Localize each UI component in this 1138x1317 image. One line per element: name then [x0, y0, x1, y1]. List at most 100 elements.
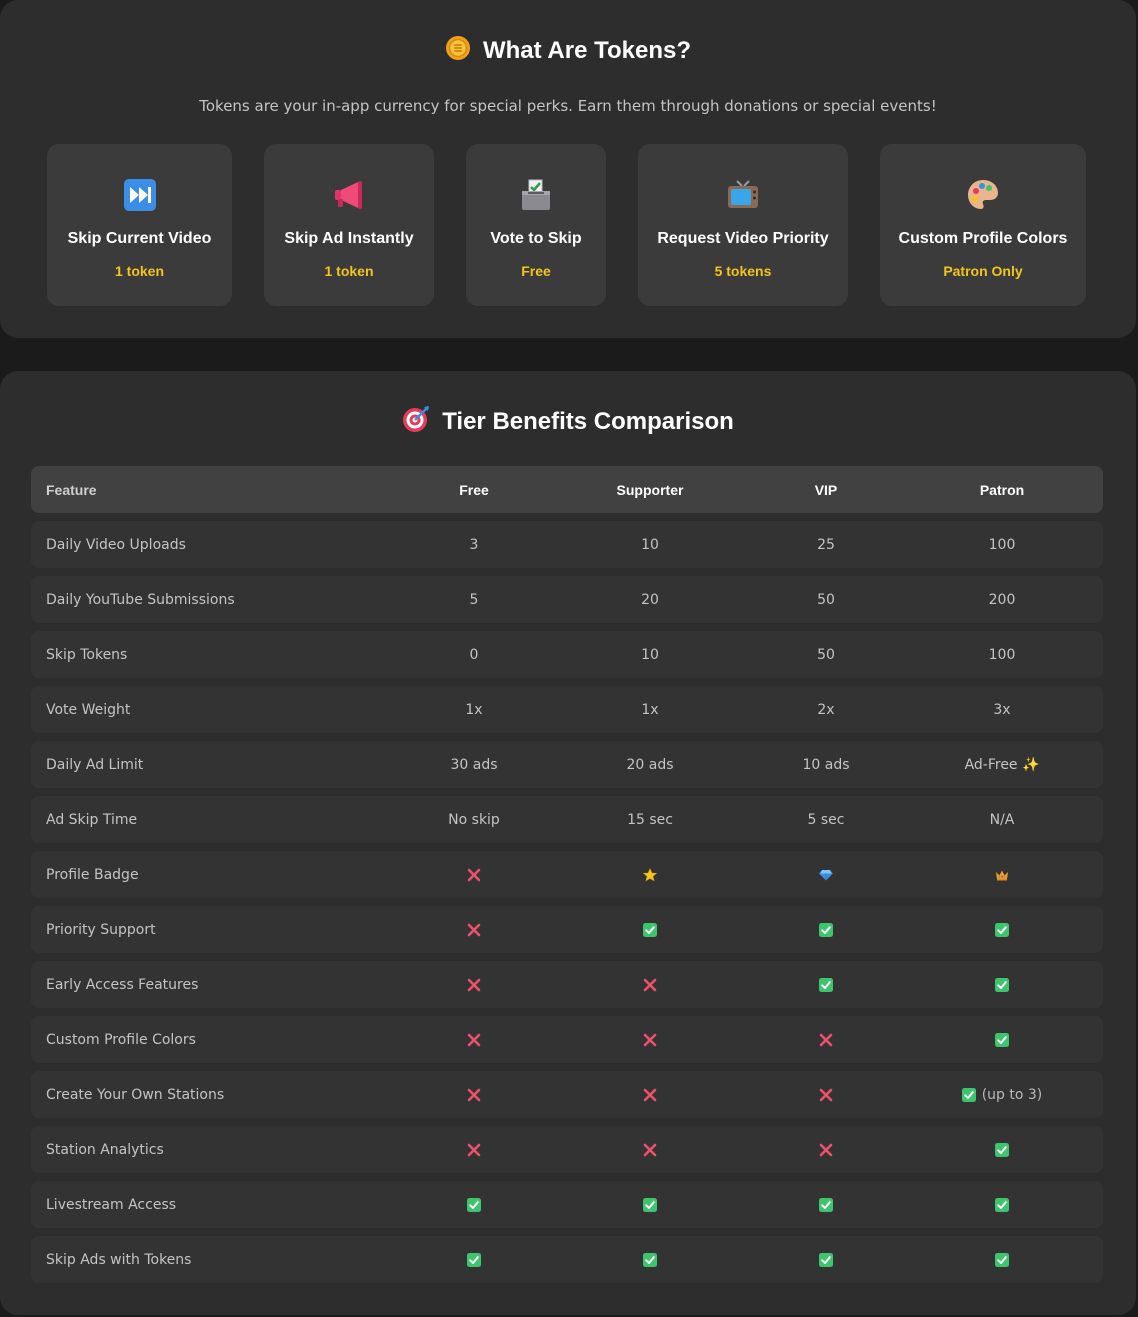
cell-free: [386, 1071, 562, 1118]
check-mark-icon: [995, 977, 1009, 992]
cross-mark-icon: [467, 978, 481, 992]
cross-mark-icon: [643, 1033, 657, 1047]
check-mark-icon: [819, 1252, 833, 1267]
perk-cost: Patron Only: [943, 263, 1023, 279]
check-mark-icon: [643, 922, 657, 937]
cell-free: [386, 1236, 562, 1283]
artist-palette-icon: [880, 178, 1086, 212]
table-row: Livestream Access: [31, 1181, 1103, 1228]
cell-patron: 3x: [993, 701, 1011, 718]
cell-patron: [914, 1236, 1090, 1283]
cell-patron: 100: [988, 536, 1016, 553]
feature-label: Daily Ad Limit: [46, 756, 144, 773]
cross-mark-icon: [467, 1033, 481, 1047]
cell-patron: [914, 961, 1090, 1008]
cell-free: 0: [469, 646, 479, 663]
tokens-intro: Tokens are your in-app currency for spec…: [199, 97, 937, 115]
cell-supporter: [562, 1236, 738, 1283]
cell-supporter: 10: [641, 646, 659, 663]
cell-patron: 100: [988, 646, 1016, 663]
cell-supporter: [562, 851, 738, 898]
perk-name: Custom Profile Colors: [898, 230, 1068, 247]
cell-supporter: 20 ads: [626, 756, 674, 773]
cell-vip: 10 ads: [802, 756, 850, 773]
perk-card-vote-skip: Vote to Skip Free: [466, 144, 606, 306]
table-row: Daily YouTube Submissions 5 20 50 200: [31, 576, 1103, 623]
feature-label: Create Your Own Stations: [46, 1086, 225, 1103]
cell-supporter: [562, 961, 738, 1008]
cell-vip: 25: [817, 536, 835, 553]
cell-patron: [914, 1016, 1090, 1063]
cell-patron: [914, 906, 1090, 953]
feature-label: Profile Badge: [46, 866, 139, 883]
perk-card-skip-video: Skip Current Video 1 token: [47, 144, 232, 306]
header-supporter: Supporter: [616, 481, 684, 498]
header-vip: VIP: [814, 481, 838, 498]
cell-patron: [914, 1126, 1090, 1173]
cell-patron: [914, 1181, 1090, 1228]
check-mark-icon: [819, 922, 833, 937]
cross-mark-icon: [467, 923, 481, 937]
cell-free: No skip: [448, 811, 500, 828]
cell-vip: [738, 1181, 914, 1228]
cell-patron: [914, 851, 1090, 898]
feature-label: Station Analytics: [46, 1141, 164, 1158]
feature-label: Daily YouTube Submissions: [46, 591, 235, 608]
feature-label: Priority Support: [46, 921, 156, 938]
cell-supporter: [562, 1016, 738, 1063]
cross-mark-icon: [643, 1088, 657, 1102]
cell-vip: [738, 906, 914, 953]
cell-vip: [738, 1071, 914, 1118]
cell-vip: [738, 1236, 914, 1283]
check-mark-icon: [643, 1252, 657, 1267]
perk-card-custom-colors: Custom Profile Colors Patron Only: [880, 144, 1086, 306]
table-row: Skip Ads with Tokens: [31, 1236, 1103, 1283]
perk-cost: Free: [521, 263, 551, 279]
cell-supporter: [562, 1071, 738, 1118]
cell-vip: [738, 851, 914, 898]
cross-mark-icon: [467, 1143, 481, 1157]
cross-mark-icon: [819, 1143, 833, 1157]
cell-supporter: [562, 1126, 738, 1173]
cell-patron: Ad-Free ✨: [964, 756, 1040, 773]
table-row: Create Your Own Stations (up to 3): [31, 1071, 1103, 1118]
check-mark-icon: [995, 1197, 1009, 1212]
tokens-panel: What Are Tokens? Tokens are your in-app …: [0, 0, 1136, 338]
cell-vip: [738, 961, 914, 1008]
header-free: Free: [459, 481, 489, 498]
feature-label: Skip Tokens: [46, 646, 128, 663]
check-mark-icon: [995, 1032, 1009, 1047]
table-row: Profile Badge: [31, 851, 1103, 898]
fast-forward-icon: [47, 178, 232, 212]
cell-vip: [738, 1016, 914, 1063]
cross-mark-icon: [819, 1033, 833, 1047]
cell-patron: (up to 3): [914, 1071, 1090, 1118]
tiers-title: Tier Benefits Comparison: [0, 405, 1136, 440]
check-mark-icon: [961, 1087, 976, 1102]
perk-name: Skip Current Video: [67, 230, 212, 247]
perk-name: Skip Ad Instantly: [284, 230, 414, 247]
cell-supporter: [562, 906, 738, 953]
cross-mark-icon: [643, 978, 657, 992]
tier-comparison-panel: Tier Benefits Comparison Feature Free Su…: [0, 371, 1136, 1315]
cell-free: [386, 851, 562, 898]
cell-free: 5: [469, 591, 479, 608]
cell-vip: 50: [817, 646, 835, 663]
check-mark-icon: [819, 1197, 833, 1212]
feature-label: Vote Weight: [46, 701, 131, 718]
cell-supporter: 15 sec: [627, 811, 673, 828]
table-row: Early Access Features: [31, 961, 1103, 1008]
perk-card-skip-ad: Skip Ad Instantly 1 token: [264, 144, 434, 306]
cell-free: [386, 906, 562, 953]
cell-free: 30 ads: [450, 756, 498, 773]
perk-name: Vote to Skip: [490, 230, 582, 247]
cross-mark-icon: [467, 868, 481, 882]
cell-supporter: 20: [641, 591, 659, 608]
bullseye-icon: [402, 405, 430, 440]
table-row: Ad Skip Time No skip 15 sec 5 sec N/A: [31, 796, 1103, 843]
tiers-title-text: Tier Benefits Comparison: [442, 408, 734, 435]
check-mark-icon: [995, 1252, 1009, 1267]
cell-vip: 5 sec: [807, 811, 845, 828]
feature-label: Early Access Features: [46, 976, 199, 993]
cell-supporter: 10: [641, 536, 659, 553]
